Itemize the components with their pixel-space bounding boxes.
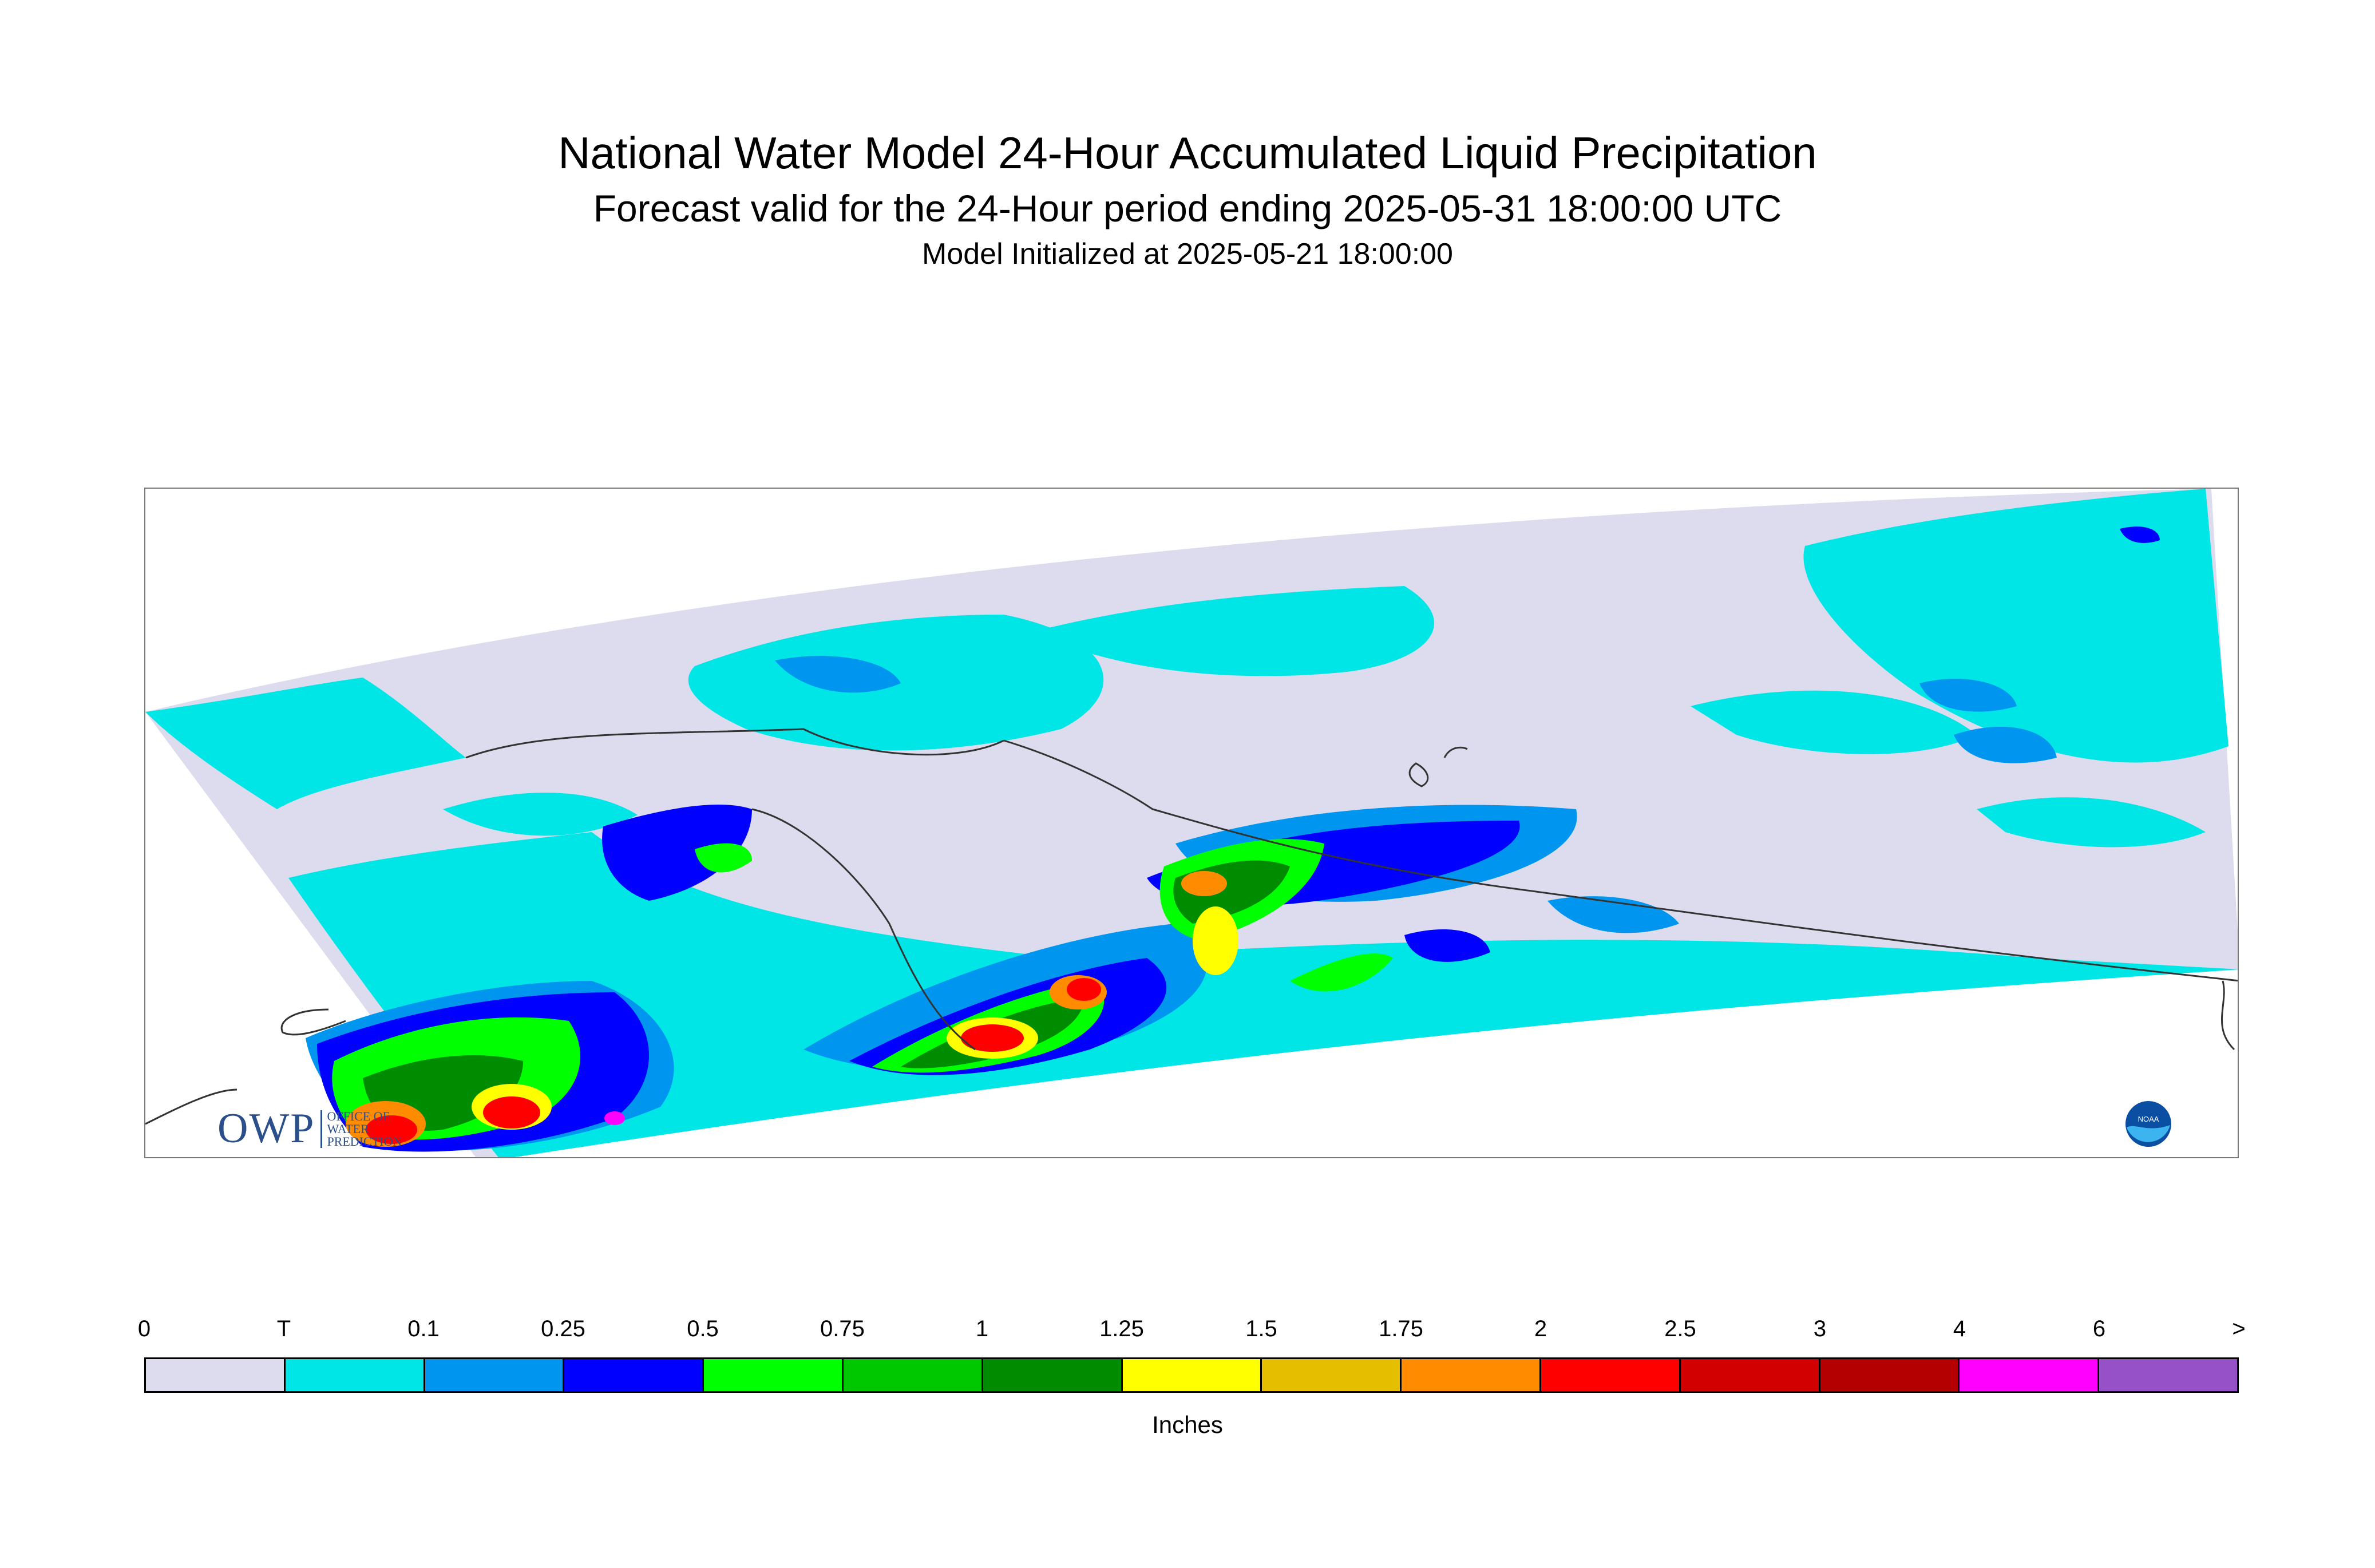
colorbar-swatch xyxy=(425,1359,565,1391)
colorbar-tick-label: 0.25 xyxy=(541,1316,585,1341)
colorbar-tick-label: 3 xyxy=(1813,1316,1827,1341)
model-init-line: Model Initialized at 2025-05-21 18:00:00 xyxy=(922,237,1453,271)
owp-line1: OFFICE OF xyxy=(327,1108,390,1123)
heavy-precip-cores xyxy=(346,871,1238,1147)
owp-line2: WATER xyxy=(327,1121,369,1136)
colorbar-tick-label: 1.75 xyxy=(1379,1316,1423,1341)
colorbar-tick-label: 4 xyxy=(1953,1316,1966,1341)
colorbar-swatch xyxy=(564,1359,704,1391)
owp-logo-subtitle: OFFICE OF WATER PREDICTION xyxy=(320,1110,402,1148)
colorbar-labels: 0 T 0.1 0.25 0.5 0.75 1 1.25 1.5 1.75 2 2.5 3 4 6 > xyxy=(138,1316,2246,1351)
colorbar-swatch xyxy=(1122,1359,1262,1391)
noaa-logo-text: NOAA xyxy=(2138,1115,2159,1123)
colorbar-swatch xyxy=(1680,1359,1820,1391)
colorbar-tick-label: 1.5 xyxy=(1245,1316,1277,1341)
noaa-logo: NOAA xyxy=(2125,1101,2171,1147)
colorbar-swatch xyxy=(146,1359,286,1391)
colorbar-tick-label: 0.5 xyxy=(687,1316,719,1341)
colorbar-swatch xyxy=(843,1359,983,1391)
precipitation-map xyxy=(144,488,2239,1158)
trace-precip-areas xyxy=(145,489,2238,1157)
colorbar-tick-label: > xyxy=(2232,1316,2246,1341)
owp-logo: OWP OFFICE OF WATER PREDICTION xyxy=(217,1104,402,1153)
colorbar-tick-label: 0.1 xyxy=(407,1316,440,1341)
map-title: National Water Model 24-Hour Accumulated… xyxy=(558,128,1817,178)
colorbar-tick-label: T xyxy=(276,1316,291,1341)
colorbar-swatch xyxy=(983,1359,1123,1391)
colorbar-swatch xyxy=(285,1359,425,1391)
colorbar-swatch xyxy=(1402,1359,1541,1391)
colorbar-tick-label: 2 xyxy=(1534,1316,1547,1341)
colorbar-swatch xyxy=(1541,1359,1681,1391)
owp-logo-letters: OWP xyxy=(217,1105,315,1152)
colorbar-tick-label: 2.5 xyxy=(1664,1316,1696,1341)
colorbar-tick-label: 1.25 xyxy=(1099,1316,1144,1341)
colorbar-tick-label: 0 xyxy=(137,1316,151,1341)
colorbar xyxy=(144,1357,2239,1393)
colorbar-units: Inches xyxy=(1152,1411,1223,1438)
colorbar-swatch xyxy=(1262,1359,1402,1391)
colorbar-tick-label: 0.75 xyxy=(820,1316,865,1341)
map-canvas xyxy=(145,489,2238,1157)
owp-line3: PREDICTION xyxy=(327,1134,402,1149)
coastlines xyxy=(145,728,2238,1125)
colorbar-tick-label: 1 xyxy=(975,1316,989,1341)
map-subtitle: Forecast valid for the 24-Hour period en… xyxy=(593,187,1782,229)
colorbar-swatch xyxy=(2099,1359,2237,1391)
colorbar-swatch xyxy=(1960,1359,2100,1391)
colorbar-swatch xyxy=(704,1359,844,1391)
colorbar-swatch xyxy=(1820,1359,1960,1391)
colorbar-tick-label: 6 xyxy=(2092,1316,2106,1341)
